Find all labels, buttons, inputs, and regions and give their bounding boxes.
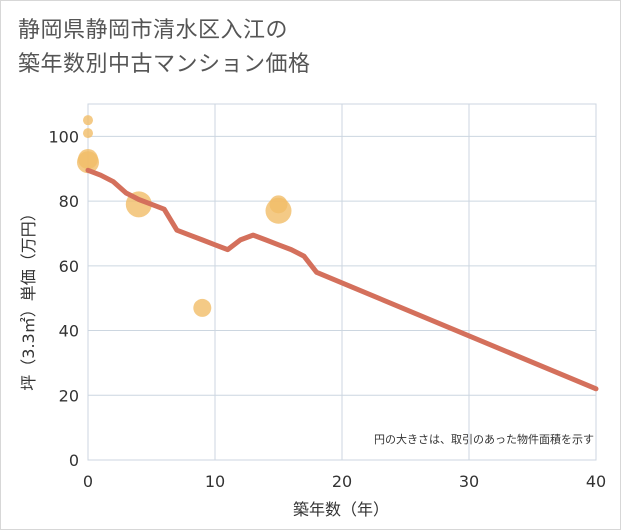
trend-line-group xyxy=(85,167,599,392)
axis-ticks: 0 10 20 30 40 0 20 40 60 80 100 xyxy=(48,127,606,491)
y-tick-label: 0 xyxy=(69,451,79,470)
bubble-point xyxy=(193,298,212,317)
title-line-2: 築年数別中古マンション価格 xyxy=(18,52,311,77)
bubble-point xyxy=(83,128,93,139)
y-tick-label: 60 xyxy=(59,257,79,276)
x-tick-label: 10 xyxy=(205,472,225,491)
x-axis-label: 築年数（年） xyxy=(293,500,389,519)
y-tick-label: 40 xyxy=(59,322,79,341)
y-axis-label: 坪（3.3㎡）単価（万円） xyxy=(19,205,38,390)
bubble-point xyxy=(77,151,99,174)
title-line-1: 静岡県静岡市清水区入江の xyxy=(18,18,289,43)
x-tick-label: 30 xyxy=(459,472,479,491)
grid-lines xyxy=(87,103,597,461)
chart-title: 静岡県静岡市清水区入江の 築年数別中古マンション価格 xyxy=(18,14,311,82)
bubble-series xyxy=(77,115,292,317)
y-tick-label: 100 xyxy=(48,127,79,146)
x-tick-label: 0 xyxy=(83,472,93,491)
y-tick-label: 20 xyxy=(59,386,79,405)
bubble-point xyxy=(83,115,93,126)
y-tick-label: 80 xyxy=(59,192,79,211)
bubble-size-note: 円の大きさは、取引のあった物件面積を示す xyxy=(374,432,594,446)
bubble-point xyxy=(265,197,292,224)
x-tick-label: 20 xyxy=(332,472,352,491)
trend-line xyxy=(85,167,599,392)
x-tick-label: 40 xyxy=(586,472,606,491)
